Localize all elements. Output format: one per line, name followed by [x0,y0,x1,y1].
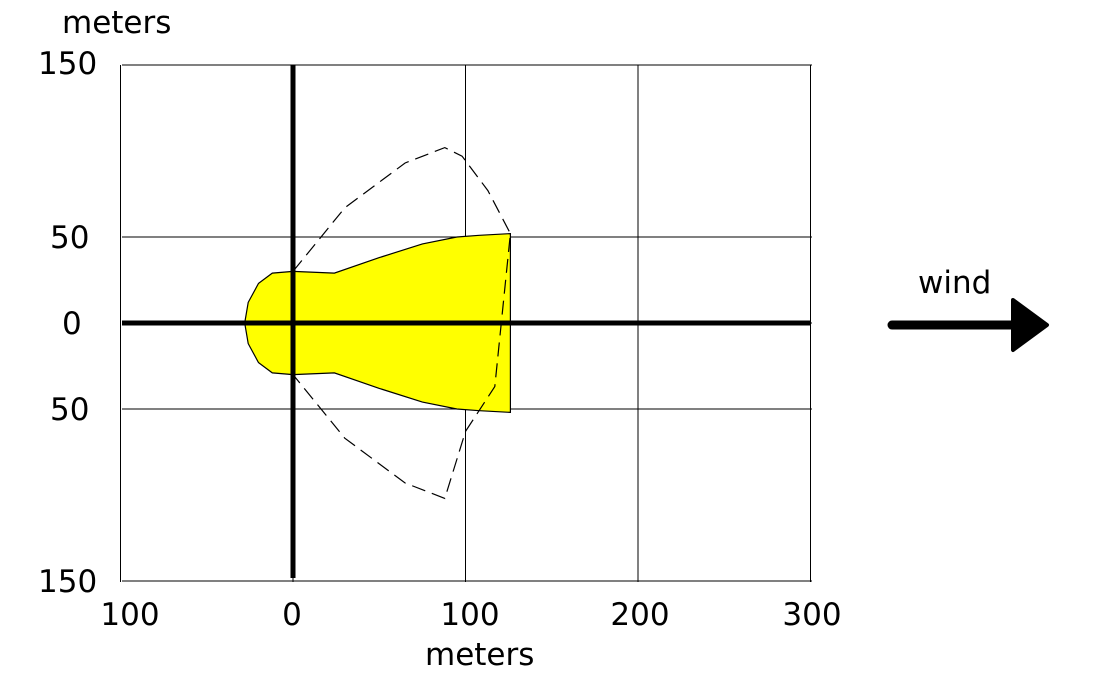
y-tick-label: 150 [38,564,98,600]
origin-axes [122,65,810,578]
x-tick-label: 0 [282,597,302,633]
y-tick-label: 50 [50,392,90,428]
y-tick-label: 0 [62,306,82,342]
y-axis-label: meters [62,5,172,41]
wind-label: wind [918,265,992,301]
y-tick-label: 50 [50,220,90,256]
x-tick-label: 100 [440,597,500,633]
hazard-zone-outline [292,146,512,500]
x-tick-label: 100 [100,597,160,633]
x-tick-label: 200 [610,597,670,633]
x-tick-label: 300 [782,597,842,633]
x-axis-label: meters [425,637,535,673]
wind-arrow-icon [887,298,1049,352]
y-tick-label: 150 [38,46,98,82]
